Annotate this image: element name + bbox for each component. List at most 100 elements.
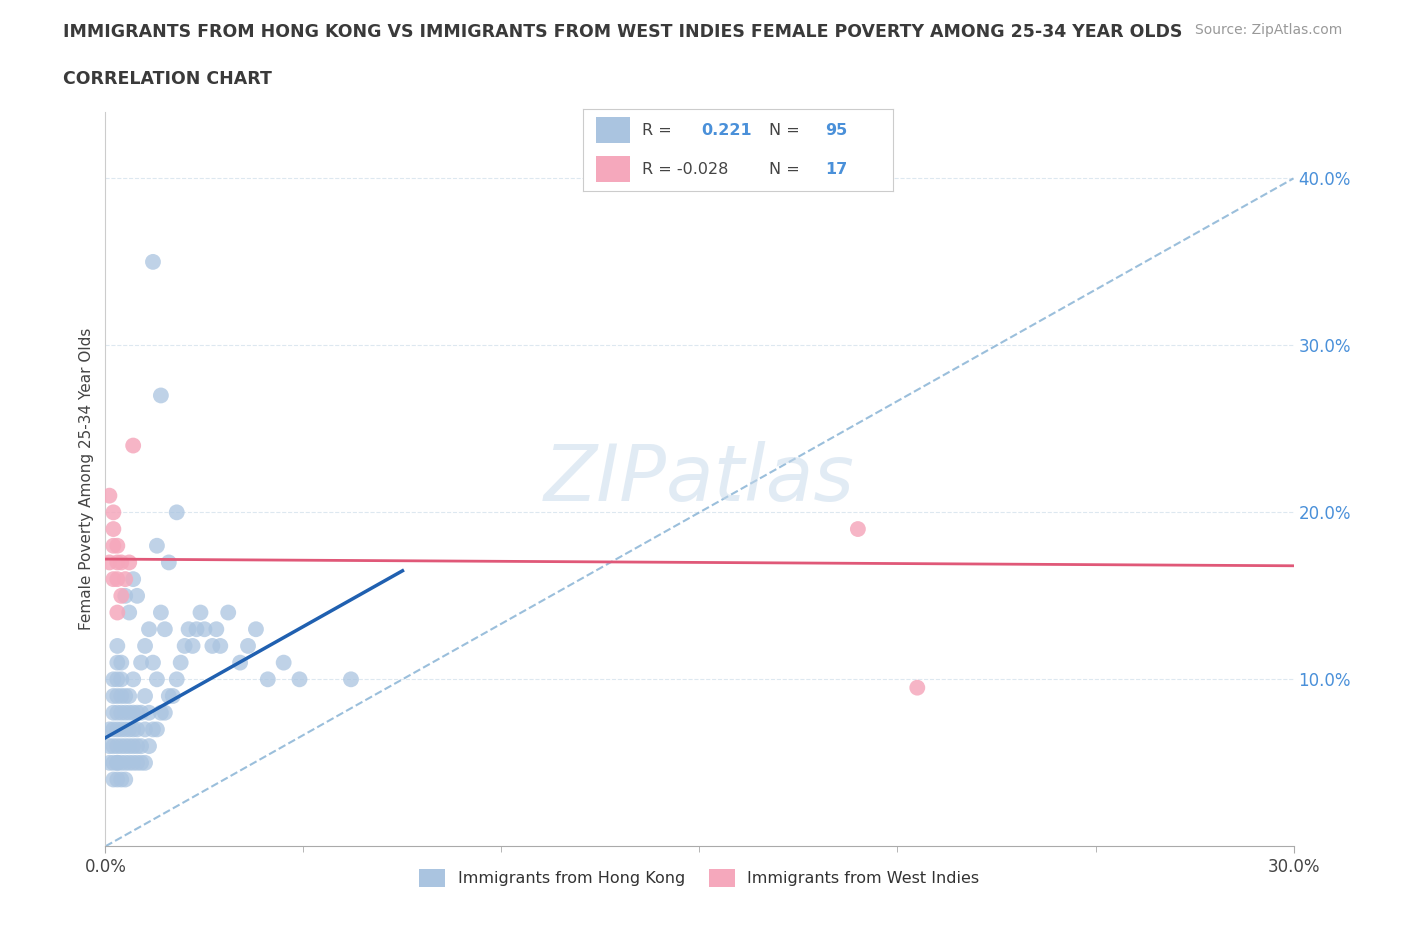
Text: R =: R = (643, 123, 672, 138)
Point (105, 738, 128, 753)
Point (138, 738, 160, 753)
Point (129, 738, 152, 753)
Point (127, 589, 149, 604)
FancyBboxPatch shape (596, 156, 630, 182)
Point (142, 656, 165, 671)
Point (122, 722, 145, 737)
Point (122, 438, 145, 453)
Point (134, 755, 156, 770)
Point (149, 388, 172, 403)
Point (105, 555, 128, 570)
Point (103, 522, 125, 537)
Point (127, 705, 149, 720)
Point (177, 622, 200, 637)
Point (162, 688, 184, 703)
Point (103, 688, 125, 703)
Point (157, 555, 180, 570)
Point (110, 656, 132, 671)
Text: CORRELATION CHART: CORRELATION CHART (63, 70, 273, 87)
Point (110, 722, 132, 737)
Point (134, 688, 156, 703)
Point (166, 671, 188, 686)
Point (105, 671, 128, 686)
Point (103, 738, 125, 753)
Point (122, 738, 145, 753)
Y-axis label: Female Poverty Among 25-34 Year Olds: Female Poverty Among 25-34 Year Olds (79, 327, 94, 631)
Point (98, 555, 121, 570)
Point (105, 755, 128, 770)
Point (98, 738, 121, 753)
Text: R = -0.028: R = -0.028 (643, 162, 728, 177)
Text: 0.221: 0.221 (702, 123, 752, 138)
Point (114, 688, 136, 703)
Point (217, 605, 239, 620)
Point (103, 772, 125, 787)
Point (114, 772, 136, 787)
Point (103, 705, 125, 720)
Point (114, 572, 136, 587)
Point (122, 671, 145, 686)
Point (340, 671, 363, 686)
Point (134, 639, 156, 654)
Point (846, 522, 869, 537)
Point (186, 622, 208, 637)
Point (118, 605, 141, 620)
Point (127, 738, 149, 753)
Point (105, 605, 128, 620)
Legend: Immigrants from Hong Kong, Immigrants from West Indies: Immigrants from Hong Kong, Immigrants fr… (413, 862, 986, 894)
Text: 95: 95 (825, 123, 846, 138)
Point (105, 722, 128, 737)
Point (229, 656, 252, 671)
Text: IMMIGRANTS FROM HONG KONG VS IMMIGRANTS FROM WEST INDIES FEMALE POVERTY AMONG 25: IMMIGRANTS FROM HONG KONG VS IMMIGRANTS … (63, 23, 1182, 41)
Point (142, 255, 165, 270)
Point (157, 688, 180, 703)
Point (103, 538, 125, 553)
Point (166, 505, 188, 520)
Point (114, 738, 136, 753)
Point (114, 755, 136, 770)
Point (114, 722, 136, 737)
Point (110, 589, 132, 604)
Point (122, 572, 145, 587)
Text: 17: 17 (825, 162, 846, 177)
Point (129, 755, 152, 770)
Point (193, 622, 215, 637)
Point (105, 688, 128, 703)
Point (103, 722, 125, 737)
Point (201, 639, 224, 654)
Point (122, 705, 145, 720)
Point (105, 639, 128, 654)
Point (146, 538, 169, 553)
Point (118, 738, 141, 753)
Point (105, 572, 128, 587)
Point (114, 705, 136, 720)
Point (138, 622, 160, 637)
Point (110, 671, 132, 686)
Point (105, 755, 128, 770)
Point (209, 639, 232, 654)
Point (127, 755, 149, 770)
Point (118, 705, 141, 720)
Text: N =: N = (769, 123, 800, 138)
Point (105, 656, 128, 671)
Point (110, 738, 132, 753)
Point (236, 639, 259, 654)
Point (122, 755, 145, 770)
Point (146, 671, 169, 686)
Point (273, 656, 295, 671)
Point (129, 705, 152, 720)
Point (138, 705, 160, 720)
Point (98, 488, 121, 503)
Text: Source: ZipAtlas.com: Source: ZipAtlas.com (1195, 23, 1343, 37)
Point (127, 722, 149, 737)
Point (256, 671, 278, 686)
Point (110, 555, 132, 570)
Point (98, 755, 121, 770)
Point (149, 705, 172, 720)
Point (142, 722, 165, 737)
Text: ZIPatlas: ZIPatlas (544, 441, 855, 517)
Point (905, 680, 928, 695)
Point (129, 656, 152, 671)
Point (110, 772, 132, 787)
Point (170, 656, 193, 671)
